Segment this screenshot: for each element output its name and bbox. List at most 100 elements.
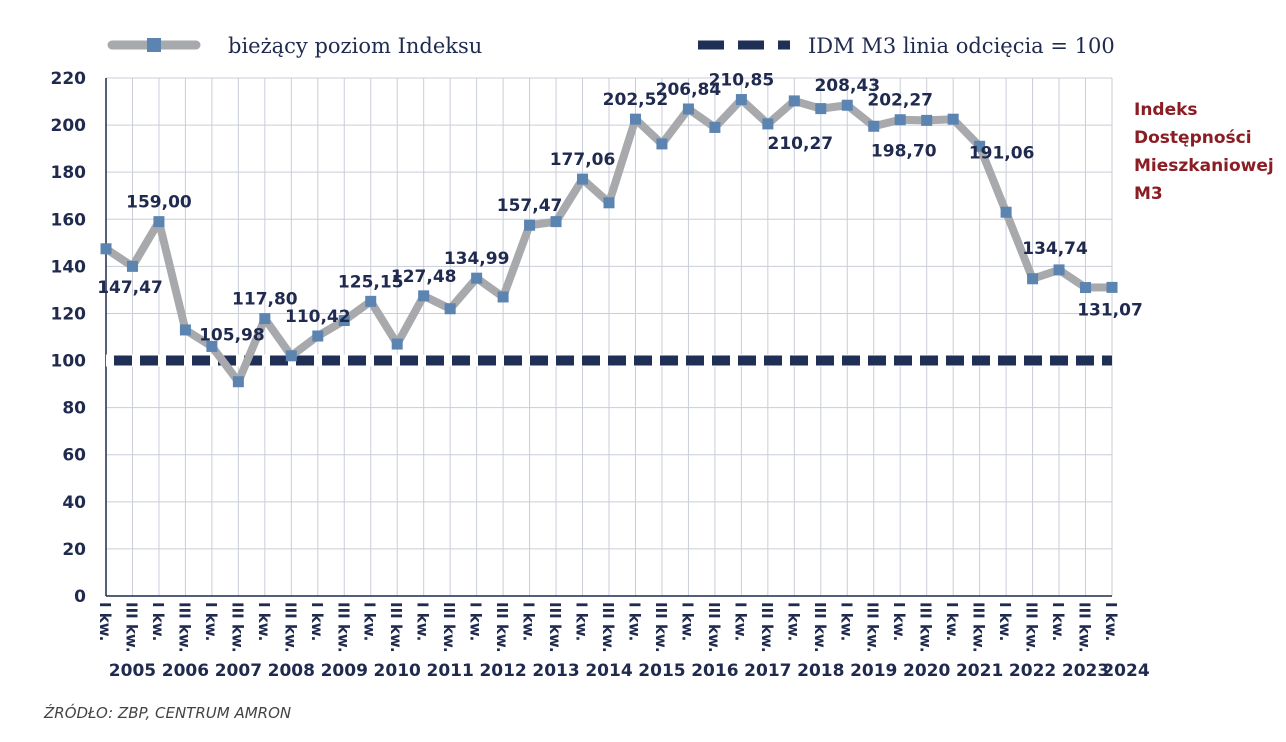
y-tick-label: 100 bbox=[51, 352, 87, 372]
data-label: 147,47 bbox=[97, 278, 163, 298]
data-point bbox=[682, 103, 694, 115]
x-tick-label: III kw. bbox=[228, 602, 246, 653]
x-tick-label: III kw. bbox=[334, 602, 352, 653]
data-label: 159,00 bbox=[126, 193, 192, 213]
y-tick-label: 20 bbox=[62, 540, 86, 560]
data-point bbox=[497, 291, 509, 303]
x-tick-label: I kw. bbox=[573, 602, 591, 641]
data-point bbox=[603, 197, 615, 209]
side-title-line-4: M3 bbox=[1134, 184, 1163, 204]
data-label: 125,15 bbox=[338, 272, 404, 292]
data-point bbox=[841, 99, 853, 111]
x-tick-label: III kw. bbox=[387, 602, 405, 653]
x-tick-label: I kw. bbox=[467, 602, 485, 641]
x-tick-label: I kw. bbox=[731, 602, 749, 641]
data-label: 208,43 bbox=[814, 76, 880, 96]
x-tick-label: III kw. bbox=[122, 602, 140, 653]
data-point bbox=[126, 260, 138, 272]
data-point bbox=[179, 324, 191, 336]
side-title-line-3: Mieszkaniowej bbox=[1134, 156, 1274, 176]
data-point bbox=[1053, 264, 1065, 276]
data-point bbox=[338, 315, 350, 327]
y-tick-label: 140 bbox=[51, 257, 87, 277]
x-tick-label: I kw. bbox=[625, 602, 643, 641]
y-tick-label: 80 bbox=[62, 399, 86, 419]
x-tick-label: I kw. bbox=[890, 602, 908, 641]
data-point bbox=[365, 295, 377, 307]
data-label: 157,47 bbox=[497, 196, 563, 216]
data-point bbox=[894, 114, 906, 126]
data-label: 202,27 bbox=[867, 91, 933, 111]
source-note: ŹRÓDŁO: ZBP, CENTRUM AMRON bbox=[44, 704, 292, 722]
x-tick-label: III kw. bbox=[758, 602, 776, 653]
y-tick-label: 160 bbox=[51, 210, 87, 230]
x-year-label: 2019 bbox=[850, 661, 897, 681]
data-point bbox=[391, 338, 403, 350]
data-label: 177,06 bbox=[550, 150, 616, 170]
data-point bbox=[285, 350, 297, 362]
data-label: 206,84 bbox=[656, 80, 722, 100]
x-tick-label: III kw. bbox=[917, 602, 935, 653]
y-tick-label: 180 bbox=[51, 163, 87, 183]
x-year-label: 2017 bbox=[744, 661, 791, 681]
data-point bbox=[418, 290, 430, 302]
x-tick-label: III kw. bbox=[705, 602, 723, 653]
x-year-label: 2014 bbox=[585, 661, 632, 681]
x-year-label: 2012 bbox=[479, 661, 526, 681]
data-point bbox=[550, 216, 562, 228]
data-point bbox=[629, 113, 641, 125]
x-year-label: 2007 bbox=[215, 661, 262, 681]
data-point bbox=[100, 243, 112, 255]
x-tick-label: III kw. bbox=[546, 602, 564, 653]
x-tick-label: I kw. bbox=[308, 602, 326, 641]
data-label: 134,99 bbox=[444, 249, 510, 269]
data-label: 127,48 bbox=[391, 267, 457, 287]
x-tick-label: I kw. bbox=[96, 602, 114, 641]
data-point bbox=[1027, 273, 1039, 285]
x-year-label: 2016 bbox=[691, 661, 738, 681]
data-point bbox=[921, 114, 933, 126]
x-tick-label: I kw. bbox=[361, 602, 379, 641]
axes: 0 20 40 60 80 100 120 140 160 180 200 220 I kw. III k… bbox=[51, 69, 1150, 681]
x-year-label: 2011 bbox=[426, 661, 473, 681]
x-tick-label: I kw. bbox=[202, 602, 220, 641]
x-tick-label: I kw. bbox=[784, 602, 802, 641]
x-tick-label: III kw. bbox=[652, 602, 670, 653]
legend-series-marker bbox=[147, 38, 161, 52]
legend: bieżący poziom Indeksu IDM M3 linia odci… bbox=[107, 34, 1115, 58]
x-year-label: 2015 bbox=[638, 661, 685, 681]
x-tick-label: I kw. bbox=[414, 602, 432, 641]
x-tick-label: III kw. bbox=[970, 602, 988, 653]
y-tick-label: 220 bbox=[51, 69, 87, 89]
data-point bbox=[656, 138, 668, 150]
data-point bbox=[762, 118, 774, 130]
data-point bbox=[259, 313, 271, 325]
data-point bbox=[815, 103, 827, 115]
side-title: Indeks Dostępności Mieszkaniowej M3 bbox=[1134, 100, 1274, 204]
x-year-label: 2020 bbox=[903, 661, 950, 681]
y-tick-label: 200 bbox=[51, 116, 87, 136]
data-point bbox=[735, 94, 747, 106]
y-tick-label: 0 bbox=[74, 587, 86, 607]
y-tick-label: 40 bbox=[62, 493, 86, 513]
data-point bbox=[1106, 281, 1118, 293]
x-tick-label: I kw. bbox=[1049, 602, 1067, 641]
x-year-label: 2018 bbox=[797, 661, 844, 681]
series-layer bbox=[100, 94, 1118, 388]
data-point bbox=[153, 216, 165, 228]
x-tick-label: III kw. bbox=[493, 602, 511, 653]
data-label: 134,74 bbox=[1022, 239, 1088, 259]
x-year-label: 2009 bbox=[321, 661, 368, 681]
data-label: 131,07 bbox=[1077, 300, 1143, 320]
x-year-label: 2006 bbox=[162, 661, 209, 681]
legend-series-label: bieżący poziom Indeksu bbox=[228, 34, 482, 58]
x-tick-label: III kw. bbox=[175, 602, 193, 653]
data-point bbox=[524, 219, 536, 231]
x-tick-label: III kw. bbox=[811, 602, 829, 653]
x-tick-label: III kw. bbox=[440, 602, 458, 653]
x-year-label: 2022 bbox=[1009, 661, 1056, 681]
x-tick-label: I kw. bbox=[255, 602, 273, 641]
x-tick-label: I kw. bbox=[678, 602, 696, 641]
